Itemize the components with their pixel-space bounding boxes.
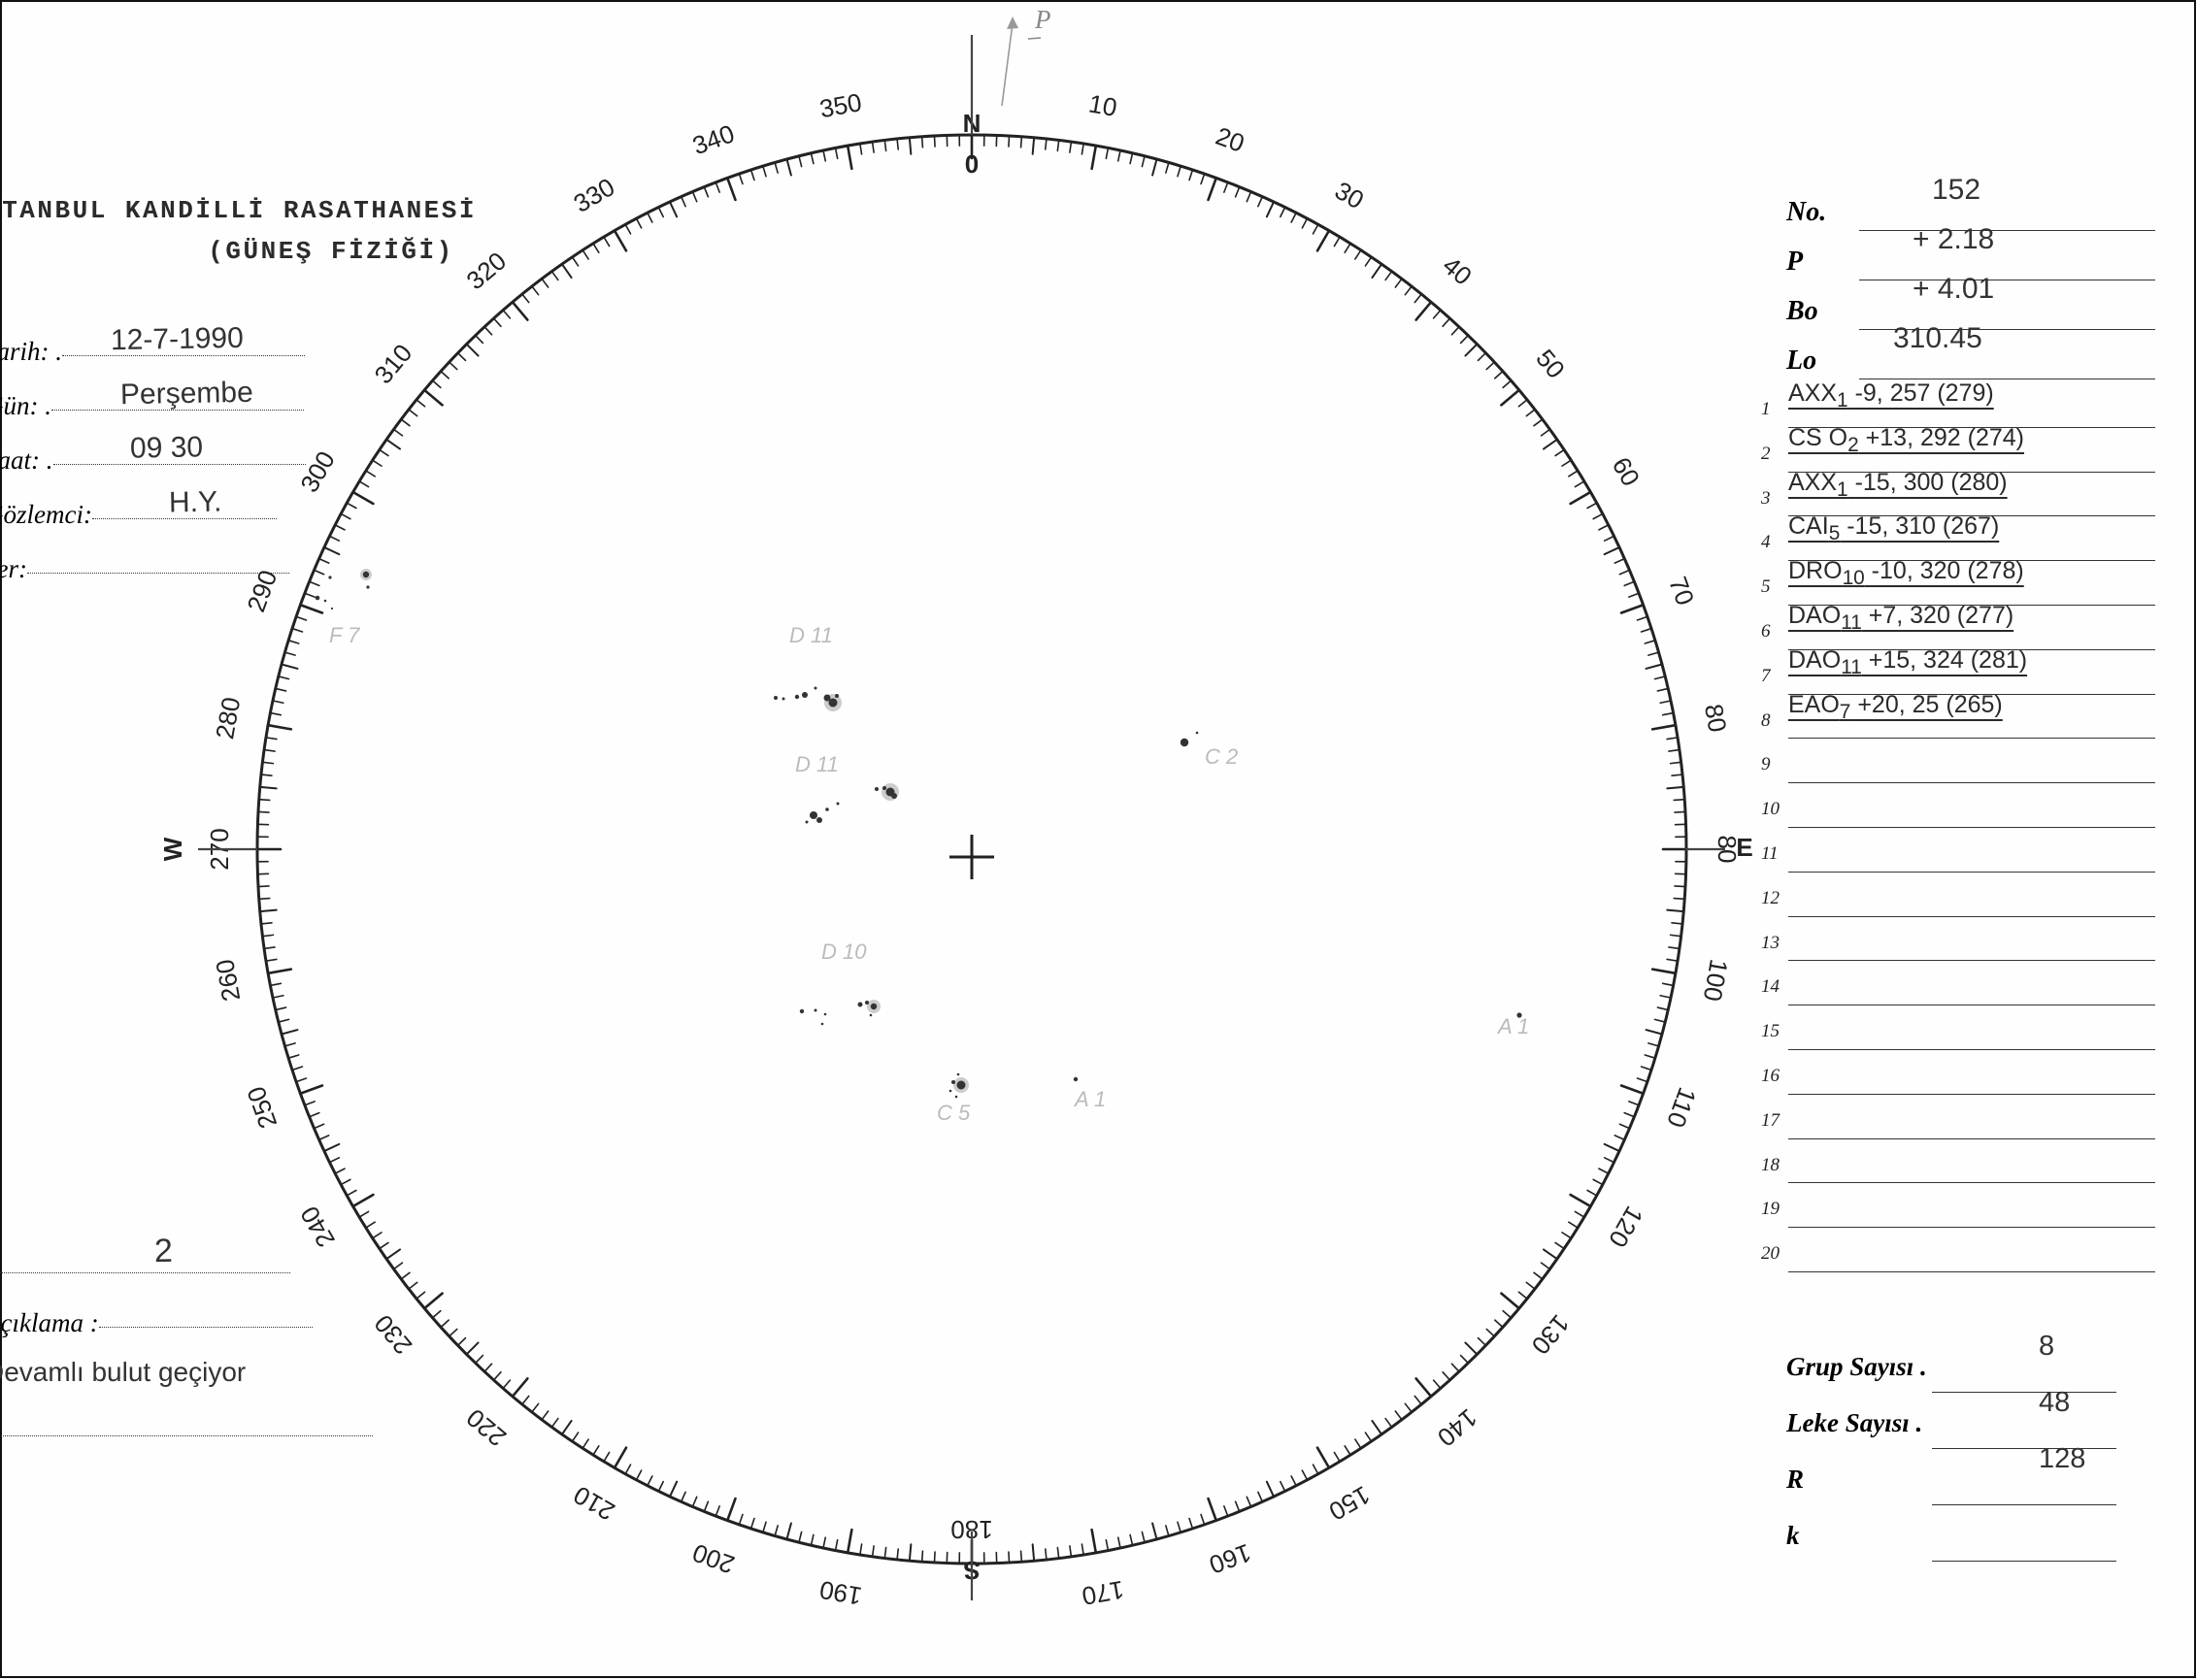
svg-text:140: 140: [1432, 1403, 1483, 1453]
svg-text:260: 260: [210, 957, 246, 1004]
svg-text:110: 110: [1661, 1084, 1702, 1132]
svg-text:40: 40: [1437, 250, 1477, 291]
svg-text:C 2: C 2: [1205, 744, 1238, 769]
svg-text:290: 290: [241, 566, 283, 615]
svg-text:230: 230: [368, 1309, 417, 1361]
svg-text:190: 190: [817, 1575, 864, 1611]
svg-text:250: 250: [241, 1083, 283, 1133]
svg-text:D 11: D 11: [789, 623, 833, 647]
svg-text:330: 330: [569, 172, 620, 218]
svg-text:320: 320: [461, 246, 513, 295]
svg-text:350: 350: [817, 87, 864, 123]
svg-text:300: 300: [294, 446, 341, 498]
svg-text:150: 150: [1324, 1480, 1376, 1527]
svg-text:0: 0: [965, 149, 979, 179]
svg-text:310: 310: [368, 339, 417, 390]
svg-text:30: 30: [1330, 176, 1369, 214]
svg-text:340: 340: [688, 118, 738, 160]
svg-text:50: 50: [1530, 344, 1571, 383]
svg-text:D 10: D 10: [821, 939, 867, 964]
svg-text:170: 170: [1080, 1575, 1126, 1611]
svg-text:60: 60: [1607, 452, 1646, 491]
svg-text:240: 240: [294, 1202, 341, 1253]
svg-text:160: 160: [1206, 1538, 1255, 1580]
svg-text:280: 280: [210, 695, 246, 741]
svg-text:70: 70: [1663, 573, 1700, 609]
svg-text:P: P: [1034, 5, 1051, 34]
svg-text:80: 80: [1699, 702, 1733, 735]
svg-text:130: 130: [1526, 1309, 1576, 1361]
svg-text:F 7: F 7: [329, 623, 360, 647]
svg-text:10: 10: [1086, 88, 1119, 122]
svg-text:210: 210: [569, 1480, 620, 1527]
svg-text:A 1: A 1: [1496, 1014, 1529, 1038]
svg-text:20: 20: [1212, 121, 1248, 158]
svg-text:E: E: [1736, 833, 1752, 862]
svg-text:200: 200: [688, 1538, 738, 1580]
svg-text:W: W: [158, 837, 187, 861]
svg-text:220: 220: [461, 1403, 513, 1453]
svg-text:A 1: A 1: [1073, 1087, 1106, 1111]
svg-text:D 11: D 11: [795, 752, 839, 776]
svg-text:C 5: C 5: [937, 1101, 971, 1125]
svg-text:100: 100: [1698, 957, 1734, 1004]
svg-text:120: 120: [1603, 1202, 1649, 1253]
